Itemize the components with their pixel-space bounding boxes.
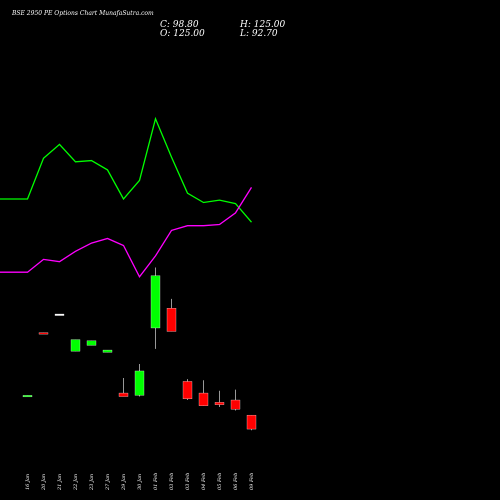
- x-tick-label: 20 Jan: [41, 474, 47, 491]
- candle-body: [182, 381, 193, 400]
- x-tick-label: 01 Feb: [153, 473, 159, 490]
- candle-body: [22, 395, 33, 398]
- candle-body: [134, 370, 145, 396]
- candle-body: [150, 275, 161, 329]
- candle-body: [246, 414, 257, 430]
- candle-body: [214, 402, 225, 405]
- x-tick-label: 04 Feb: [201, 473, 207, 490]
- x-tick-label: 16 Jan: [25, 474, 31, 490]
- candle-body: [70, 339, 81, 352]
- candle-body: [166, 308, 177, 332]
- candle-body: [198, 392, 209, 406]
- chart-title: BSE 2950 PE Options Chart MunafaSutra.co…: [12, 10, 154, 17]
- x-tick-label: 09 Feb: [249, 473, 255, 490]
- high-value: H: 125.00: [240, 20, 286, 30]
- candle-body: [102, 349, 113, 353]
- x-tick-label: 27 Jan: [105, 474, 111, 491]
- candle-body: [38, 332, 49, 335]
- x-tick-label: 03 Feb: [169, 473, 175, 490]
- close-value: C: 98.80: [160, 20, 199, 30]
- low-value: L: 92.70: [240, 29, 278, 39]
- candle-body: [118, 392, 129, 397]
- x-tick-label: 29 Jan: [121, 474, 127, 491]
- candle-body: [230, 399, 241, 410]
- x-tick-label: 03 Feb: [185, 473, 191, 490]
- x-tick-label: 06 Feb: [233, 473, 239, 490]
- indicator-line-2: [0, 187, 253, 279]
- x-tick-label: 21 Jan: [57, 474, 63, 491]
- x-tick-label: 22 Jan: [73, 474, 79, 491]
- open-value: O: 125.00: [160, 29, 205, 39]
- x-tick-label: 30 Jan: [137, 474, 143, 490]
- candle-body: [86, 340, 97, 346]
- x-tick-label: 23 Jan: [89, 474, 95, 491]
- x-tick-label: 05 Feb: [217, 473, 223, 490]
- indicator-line-1: [0, 116, 252, 223]
- candle-body: [54, 313, 65, 316]
